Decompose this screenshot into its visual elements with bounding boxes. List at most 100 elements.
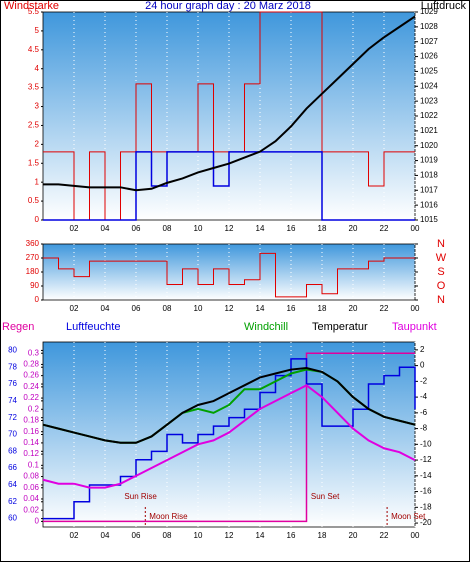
x-tick-label: 14 (256, 224, 265, 233)
y-tick-label: 90 (30, 281, 39, 290)
y-tick-label: 1019 (420, 156, 438, 165)
x-tick-label: 18 (318, 304, 327, 313)
y-tick-label: 0 (420, 361, 425, 370)
x-tick-label: 16 (287, 531, 296, 540)
y-tick-label: 74 (8, 396, 17, 405)
y-tick-label: 70 (8, 430, 17, 439)
y-tick-label: 0.28 (23, 360, 39, 369)
x-tick-label: 00 (411, 304, 420, 313)
y-tick-label: -18 (420, 502, 432, 511)
chart-title: 24 hour graph day : 20 Marz 2018 (145, 0, 311, 12)
y-tick-label: 5.5 (28, 7, 40, 16)
y-tick-label: 2.5 (28, 121, 40, 130)
x-tick-label: 08 (163, 224, 172, 233)
y-tick-label: 0.02 (23, 505, 39, 514)
y-tick-label: 0.04 (23, 494, 39, 503)
y-tick-label: 1023 (420, 96, 438, 105)
y-tick-label: 2 (35, 139, 40, 148)
y-tick-label: 68 (8, 446, 17, 455)
y-tick-label: -10 (420, 439, 432, 448)
annotation: Moon Set (391, 512, 426, 521)
y-tick-label: 1022 (420, 111, 438, 120)
y-tick-label: 0 (35, 215, 40, 224)
series-line (43, 15, 416, 192)
y-tick-label: 1025 (420, 67, 438, 76)
y-tick-label: 3 (35, 102, 40, 111)
x-tick-label: 04 (101, 304, 110, 313)
x-tick-label: 22 (380, 304, 389, 313)
x-tick-label: 18 (318, 531, 327, 540)
y-tick-label: 1 (35, 177, 40, 186)
x-tick-label: 20 (349, 531, 358, 540)
x-tick-label: 10 (194, 304, 203, 313)
x-tick-label: 14 (256, 531, 265, 540)
y-tick-label: 72 (8, 413, 17, 422)
legend-entry: Luftfeuchte (66, 321, 120, 333)
y-tick-label: -14 (420, 471, 432, 480)
y-tick-label: 180 (26, 267, 40, 276)
y-tick-label: 0.3 (28, 348, 40, 357)
x-tick-label: 00 (411, 224, 420, 233)
y-tick-label: -8 (420, 424, 428, 433)
x-tick-label: 20 (349, 224, 358, 233)
series-line (43, 358, 416, 520)
y-tick-label: 0.2 (28, 404, 40, 413)
legend-entry: Regen (2, 321, 34, 333)
y-tick-label: 0.24 (23, 382, 39, 391)
series-line (42, 366, 416, 444)
x-tick-label: 02 (70, 224, 79, 233)
y-tick-label: 0.5 (28, 196, 40, 205)
y-axis-label: Windstarke (4, 0, 59, 12)
y-tick-label: 2 (420, 345, 425, 354)
y-tick-label: 1029 (420, 7, 438, 16)
x-tick-label: 06 (132, 304, 141, 313)
y-tick-label: O (437, 280, 446, 292)
y-tick-label: 1020 (420, 141, 438, 150)
y-tick-label: -4 (420, 392, 428, 401)
y-tick-label: 1016 (420, 200, 438, 209)
x-tick-label: 22 (380, 531, 389, 540)
series-line (43, 11, 415, 221)
y-tick-label: 4 (35, 64, 40, 73)
y-tick-label: N (437, 238, 445, 250)
y-tick-label: 1027 (420, 37, 438, 46)
y-tick-label: 270 (26, 253, 40, 262)
y-tick-label: 1018 (420, 171, 438, 180)
y-tick-label: 1024 (420, 81, 438, 90)
x-tick-label: 04 (101, 531, 110, 540)
annotation: Sun Rise (124, 492, 157, 501)
y-tick-label: 1.5 (28, 158, 40, 167)
y2-axis-label: Luftdruck (421, 0, 467, 12)
x-tick-label: 12 (225, 531, 234, 540)
x-tick-label: 00 (411, 531, 420, 540)
x-tick-label: 12 (225, 224, 234, 233)
y-tick-label: 0.14 (23, 438, 39, 447)
y-tick-label: 1021 (420, 126, 438, 135)
y-tick-label: 66 (8, 463, 17, 472)
annotation: Sun Set (311, 492, 340, 501)
x-tick-label: 14 (256, 304, 265, 313)
legend-entry: Taupunkt (392, 321, 437, 333)
series-line (43, 151, 415, 221)
y-tick-label: 1017 (420, 185, 438, 194)
x-tick-label: 12 (225, 304, 234, 313)
y-tick-label: 4.5 (28, 45, 40, 54)
y-tick-label: 80 (8, 346, 17, 355)
x-tick-label: 10 (194, 224, 203, 233)
y-tick-label: W (436, 252, 447, 264)
y-tick-label: S (437, 266, 444, 278)
y-tick-label: 0.22 (23, 393, 39, 402)
y-tick-label: 1015 (420, 215, 438, 224)
x-tick-label: 06 (132, 224, 141, 233)
x-tick-label: 06 (132, 531, 141, 540)
y-tick-label: -2 (420, 376, 428, 385)
legend-entry: Windchill (244, 321, 288, 333)
x-tick-label: 08 (163, 531, 172, 540)
y-tick-label: 1026 (420, 52, 438, 61)
y-tick-label: 64 (8, 480, 17, 489)
y-tick-label: 0.06 (23, 483, 39, 492)
y-tick-label: -12 (420, 455, 432, 464)
y-tick-label: 0.26 (23, 371, 39, 380)
